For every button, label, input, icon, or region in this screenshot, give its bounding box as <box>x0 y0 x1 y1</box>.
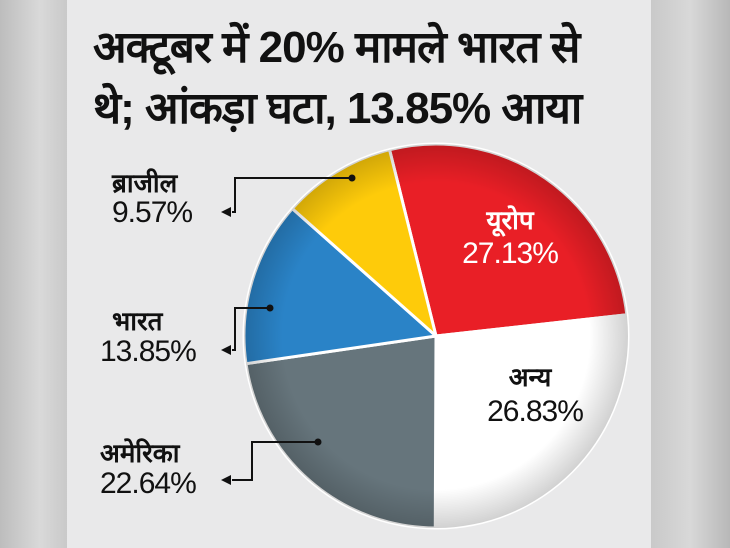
leader-dot-america <box>314 438 322 446</box>
leader-dot-india <box>266 304 274 312</box>
leader-arrow-brazil <box>221 207 231 217</box>
value-india: 13.85% <box>100 335 197 368</box>
value-america: 22.64% <box>100 467 197 500</box>
pie-edge-shading <box>244 144 628 528</box>
label-europe: यूरोप <box>486 205 534 235</box>
chart-title-line-2: थे; आंकड़ा घटा, 13.85% आया <box>93 84 582 133</box>
label-india: भारत <box>112 306 163 336</box>
value-other: 26.83% <box>487 395 584 428</box>
label-america: अमेरिका <box>100 438 180 468</box>
label-brazil: ब्राजील <box>112 168 178 198</box>
value-brazil: 9.57% <box>112 196 193 229</box>
leader-line-brazil <box>232 177 352 213</box>
leader-line-america <box>232 441 318 481</box>
leader-dot-brazil <box>348 174 356 182</box>
leader-arrow-india <box>221 345 231 355</box>
leader-line-india <box>232 307 270 351</box>
leader-arrow-america <box>221 475 231 485</box>
chart-title-line-1: अक्टूबर में 20% मामले भारत से <box>93 23 580 72</box>
leader-lines <box>232 177 352 481</box>
value-europe: 27.13% <box>462 237 559 270</box>
label-other: अन्य <box>508 362 552 392</box>
